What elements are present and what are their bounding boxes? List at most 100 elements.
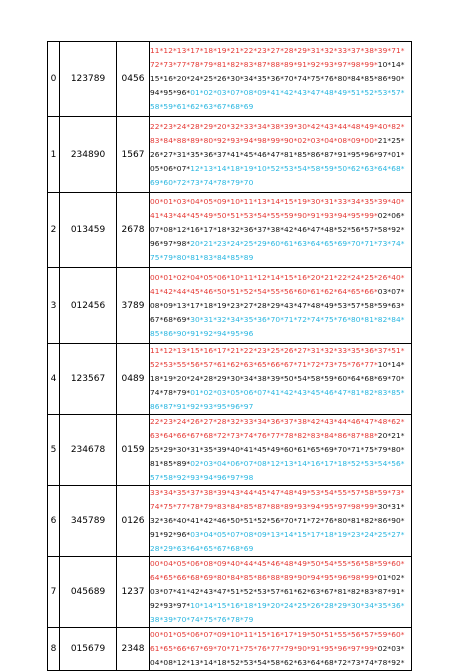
table-row: 8 015679 2348 00*01*05*06*07*09*10*11*15*16… xyxy=(47,627,412,671)
sequence-segment: 30*31*32*34*35*36*70*71*72*74*75*76*80*8… xyxy=(190,314,405,324)
digit-set: 123567 xyxy=(59,343,117,415)
sequence-segment: 10*14* xyxy=(377,360,405,369)
sequence-segment: 96*97*98* xyxy=(150,239,191,248)
sequence-line: 04*08*12*13*14*18*52*53*54*58*62*63*64*6… xyxy=(150,656,411,670)
sequence-segment: 11*12*13*17*18*19*21*22*23*27*28*29*31*3… xyxy=(150,46,405,55)
sequence-line: 25*29*30*31*35*39*40*41*45*49*60*61*65*6… xyxy=(150,443,411,457)
sequence-segment: 11*12*13*15*16*17*21*22*23*25*26*27*31*3… xyxy=(150,346,405,355)
code-value: 1567 xyxy=(116,116,150,193)
number-sequence: 11*12*13*15*16*17*21*22*23*25*26*27*31*3… xyxy=(149,343,412,415)
sequence-segment: 92*93*97* xyxy=(150,601,191,610)
sequence-segment: 08*09*13*17*18*19*23*27*28*29*43*47*48*4… xyxy=(150,300,405,310)
digit-set: 015679 xyxy=(59,627,117,671)
digit-set: 234678 xyxy=(59,414,117,486)
sequence-segment: 41*43*44*45*49*50*51*53*54*55*59*90*91*9… xyxy=(150,211,378,220)
sequence-segment: 10*14*15*16*18*19*20*24*25*26*28*29*30*3… xyxy=(190,601,405,610)
code-value: 1237 xyxy=(116,556,150,628)
sequence-line: 63*64*66*67*68*72*73*74*76*77*78*82*83*8… xyxy=(150,429,411,443)
sequence-line: 33*34*35*37*38*39*43*44*45*47*48*49*53*5… xyxy=(150,486,411,500)
sequence-line: 00*01*05*06*07*09*10*11*15*16*17*19*50*5… xyxy=(150,628,411,642)
table-row: 4 123567 0489 11*12*13*15*16*17*21*22*23*25… xyxy=(47,343,412,415)
sequence-segment: 75*79*80*81*83*84*85*89 xyxy=(150,253,254,262)
table-row: 6 345789 0126 33*34*35*37*38*39*43*44*45*47… xyxy=(47,485,412,557)
number-sequence: 22*23*24*26*27*28*32*33*34*36*37*38*42*4… xyxy=(149,414,412,486)
code-value: 0159 xyxy=(116,414,150,486)
digit-set: 123789 xyxy=(59,41,117,117)
sequence-segment: 81*85*89* xyxy=(150,459,191,468)
sequence-line: 22*23*24*26*27*28*32*33*34*36*37*38*42*4… xyxy=(150,415,411,429)
sequence-segment: 83*84*88*89*80*92*93*94*98*99*90*02*03*0… xyxy=(150,135,378,145)
sequence-segment: 01*02*03*05*06*07*41*42*43*45*46*47*81*8… xyxy=(190,388,405,397)
sequence-line: 61*65*66*67*69*70*71*75*76*77*79*90*91*9… xyxy=(150,642,411,656)
sequence-line: 94*95*96*01*02*03*07*08*09*41*42*43*47*4… xyxy=(150,86,411,100)
sequence-segment: 20*21* xyxy=(377,431,405,440)
number-table: 0 123789 0456 11*12*13*17*18*19*21*22*23*27… xyxy=(47,41,412,671)
sequence-segment: 58*59*61*62*63*67*68*69 xyxy=(150,102,254,111)
sequence-line: 96*97*98*20*21*23*24*25*29*60*61*63*64*6… xyxy=(150,237,411,251)
sequence-line: 72*73*77*78*79*81*82*83*87*88*89*91*92*9… xyxy=(150,58,411,72)
sequence-segment: 91*92*96* xyxy=(150,530,191,539)
sequence-line: 03*07*41*42*43*47*51*52*53*57*61*62*63*6… xyxy=(150,585,411,599)
sequence-segment: 30*31* xyxy=(377,502,405,511)
sequence-line: 26*27*31*35*36*37*41*45*46*47*81*85*86*8… xyxy=(150,148,411,162)
sequence-segment: 74*78*79* xyxy=(150,388,191,397)
sequence-line: 22*23*24*28*29*20*32*33*34*38*39*30*42*4… xyxy=(150,120,411,134)
sequence-line: 07*08*12*16*17*18*32*36*37*38*42*46*47*4… xyxy=(150,223,411,237)
sequence-line: 57*58*92*93*94*96*97*98 xyxy=(150,471,411,485)
sequence-segment: 41*42*44*45*46*50*51*52*54*55*56*60*61*6… xyxy=(150,286,378,296)
sequence-line: 74*75*77*78*79*83*84*85*87*88*89*93*94*9… xyxy=(150,500,411,514)
sequence-line: 74*78*79*01*02*03*05*06*07*41*42*43*45*4… xyxy=(150,386,411,400)
number-sequence: 00*01*03*04*05*09*10*11*13*14*15*19*30*3… xyxy=(149,192,412,268)
sequence-line: 75*79*80*81*83*84*85*89 xyxy=(150,251,411,265)
sequence-line: 11*12*13*17*18*19*21*22*23*27*28*29*31*3… xyxy=(150,44,411,58)
sequence-segment: 85*86*90*91*92*94*95*96 xyxy=(150,328,254,338)
sequence-segment: 67*68*69* xyxy=(150,314,191,324)
code-value: 0489 xyxy=(116,343,150,415)
sequence-segment: 69*60*72*73*74*78*79*70 xyxy=(150,177,254,187)
sequence-segment: 26*27*31*35*36*37*41*45*46*47*81*85*86*8… xyxy=(150,149,405,159)
row-index: 7 xyxy=(47,556,60,628)
sequence-line: 58*59*61*62*63*67*68*69 xyxy=(150,100,411,114)
sequence-line: 83*84*88*89*80*92*93*94*98*99*90*02*03*0… xyxy=(150,134,411,148)
number-sequence: 00*01*05*06*07*09*10*11*15*16*17*19*50*5… xyxy=(149,627,412,671)
row-index: 5 xyxy=(47,414,60,486)
table-row: 0 123789 0456 11*12*13*17*18*19*21*22*23*27… xyxy=(47,41,412,117)
sequence-segment: 86*87*91*92*93*95*96*97 xyxy=(150,402,254,411)
sequence-line: 11*12*13*15*16*17*21*22*23*25*26*27*31*3… xyxy=(150,344,411,358)
sequence-line: 92*93*97*10*14*15*16*18*19*20*24*25*26*2… xyxy=(150,599,411,613)
sequence-segment: 04*08*12*13*14*18*52*53*54*58*62*63*64*6… xyxy=(150,658,405,667)
table-row: 2 013459 2678 00*01*03*04*05*09*10*11*13*14… xyxy=(47,192,412,268)
sequence-segment: 61*65*66*67*69*70*71*75*76*77*79*90*91*9… xyxy=(150,644,378,653)
sequence-line: 00*01*03*04*05*09*10*11*13*14*15*19*30*3… xyxy=(150,195,411,209)
sequence-line: 00*01*02*04*05*06*10*11*12*14*15*16*20*2… xyxy=(150,271,411,285)
sequence-segment: 38*39*70*74*75*76*78*79 xyxy=(150,615,254,624)
sequence-segment: 00*04*05*06*08*09*40*44*45*46*48*49*50*5… xyxy=(150,559,405,568)
row-index: 6 xyxy=(47,485,60,557)
row-index: 0 xyxy=(47,41,60,117)
sequence-segment: 02*06* xyxy=(377,211,405,220)
code-value: 0456 xyxy=(116,41,150,117)
table-row: 5 234678 0159 22*23*24*26*27*28*32*33*34*36… xyxy=(47,414,412,486)
sequence-segment: 02*03* xyxy=(377,644,405,653)
sequence-segment: 28*29*63*64*65*67*68*69 xyxy=(150,544,254,553)
sequence-segment: 32*36*40*41*42*46*50*51*52*56*70*71*72*7… xyxy=(150,516,405,525)
sequence-segment: 33*34*35*37*38*39*43*44*45*47*48*49*53*5… xyxy=(150,488,405,497)
sequence-segment: 12*13*14*18*19*10*52*53*54*58*59*50*62*6… xyxy=(190,163,405,173)
table-row: 1 234890 1567 22*23*24*28*29*20*32*33*34*38… xyxy=(47,116,412,193)
code-value: 2678 xyxy=(116,192,150,268)
sequence-segment: 03*04*05*07*08*09*13*14*15*17*18*19*23*2… xyxy=(190,530,405,539)
sequence-segment: 18*19*20*24*28*29*30*34*38*39*50*54*58*5… xyxy=(150,374,405,383)
sequence-line: 05*06*07*12*13*14*18*19*10*52*53*54*58*5… xyxy=(150,162,411,176)
sequence-segment: 22*23*24*26*27*28*32*33*34*36*37*38*42*4… xyxy=(150,417,405,426)
sequence-segment: 64*65*66*68*69*80*84*85*86*88*89*90*94*9… xyxy=(150,573,378,582)
sequence-segment: 15*16*20*24*25*26*30*34*35*36*70*74*75*7… xyxy=(150,74,405,83)
digit-set: 045689 xyxy=(59,556,117,628)
number-sequence: 00*04*05*06*08*09*40*44*45*46*48*49*50*5… xyxy=(149,556,412,628)
sequence-segment: 94*95*96* xyxy=(150,88,191,97)
sequence-segment: 01*02*03*07*08*09*41*42*43*47*48*49*51*5… xyxy=(190,88,405,97)
sequence-segment: 00*01*02*04*05*06*10*11*12*14*15*16*20*2… xyxy=(150,272,405,282)
sequence-line: 18*19*20*24*28*29*30*34*38*39*50*54*58*5… xyxy=(150,372,411,386)
sequence-line: 00*04*05*06*08*09*40*44*45*46*48*49*50*5… xyxy=(150,557,411,571)
sequence-segment: 00*01*05*06*07*09*10*11*15*16*17*19*50*5… xyxy=(150,630,405,639)
table-row: 3 012456 3789 00*01*02*04*05*06*10*11*12*14… xyxy=(47,267,412,344)
